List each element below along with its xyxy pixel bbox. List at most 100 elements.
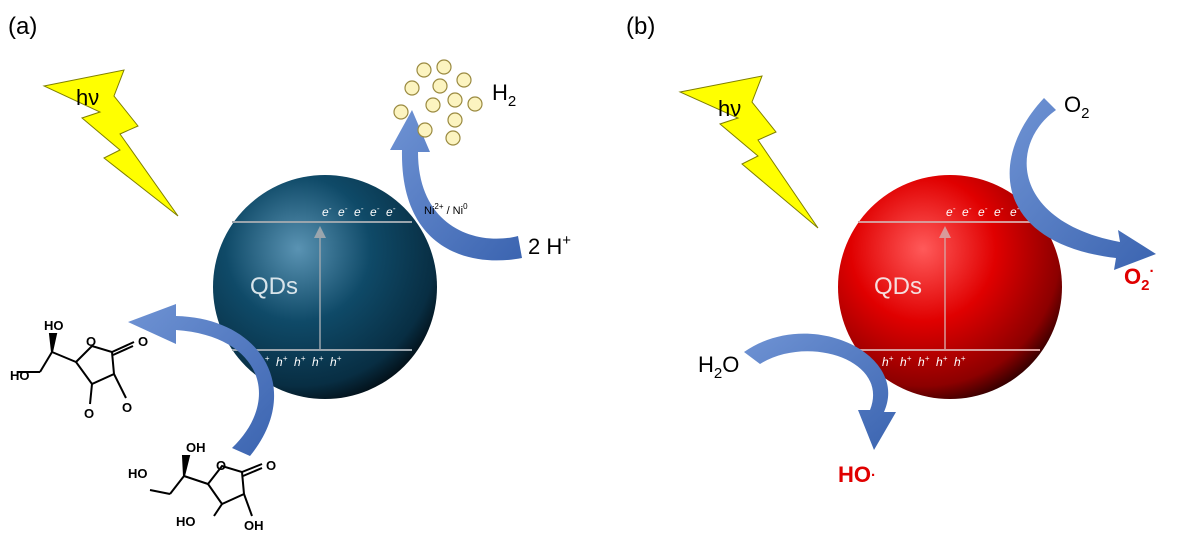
hole: h [918, 355, 925, 369]
electron-charge: - [345, 204, 348, 213]
hole-charge: + [283, 354, 288, 363]
electron-charge: - [393, 204, 396, 213]
reactant-oxygen-label: O2 [1064, 92, 1089, 122]
svg-text:h+: h+ [312, 354, 324, 369]
svg-text:h+: h+ [882, 354, 894, 369]
svg-text:h+: h+ [900, 354, 912, 369]
molecule-atom-label: O [86, 334, 96, 349]
molecule-atom-label: OH [186, 440, 206, 455]
molecule-atom-label: O [266, 458, 276, 473]
light-label: hν [76, 85, 99, 110]
hole-charge: + [301, 354, 306, 363]
reactant-proton-label: 2 H+ [528, 232, 571, 259]
electron-charge: - [969, 204, 972, 213]
hole-charge: + [265, 354, 270, 363]
hole-charge: + [925, 354, 930, 363]
svg-text:h+: h+ [330, 354, 342, 369]
electron: e [370, 205, 377, 219]
lightning-bolt-icon [42, 69, 179, 217]
electron-charge: - [329, 204, 332, 213]
molecule-atom-label: O [122, 400, 132, 415]
svg-text:e-: e- [322, 204, 332, 219]
quantum-dot-sphere [213, 175, 437, 399]
electron-charge: - [1017, 204, 1020, 213]
product-hydroxyl-radical-label: HO· [838, 462, 876, 487]
hole: h [882, 355, 889, 369]
molecule-atom-label: HO [128, 466, 148, 481]
hole: h [294, 355, 301, 369]
svg-text:e-: e- [962, 204, 972, 219]
svg-text:e-: e- [338, 204, 348, 219]
electron-charge: - [985, 204, 988, 213]
svg-text:h+: h+ [918, 354, 930, 369]
hole-charge: + [337, 354, 342, 363]
excitation-arrow-head [314, 226, 326, 238]
hole-charge: + [907, 354, 912, 363]
svg-text:h+: h+ [294, 354, 306, 369]
molecule-atom-label: O [138, 334, 148, 349]
electron: e [978, 205, 985, 219]
svg-text:h+: h+ [954, 354, 966, 369]
hole-charge: + [889, 354, 894, 363]
quantum-dot-sphere [838, 175, 1062, 399]
hole: h [900, 355, 907, 369]
hole: h [330, 355, 337, 369]
particle-label: QDs [250, 273, 298, 300]
hole: h [936, 355, 943, 369]
panel-b-label: (b) [626, 13, 655, 40]
electron-charge: - [953, 204, 956, 213]
molecule-atom-label: HO [44, 318, 64, 333]
svg-text:e-: e- [386, 204, 396, 219]
dehydroascorbic-acid-structure [18, 333, 135, 405]
reactant-water-label: H2O [698, 352, 739, 382]
molecule-atom-label: O [216, 458, 226, 473]
svg-text:e-: e- [978, 204, 988, 219]
panel-a: (a) hν QDs e- e- e- e- e- h+ h+ h+ h+ h+ [8, 13, 571, 533]
electron: e [1010, 205, 1017, 219]
hole-charge: + [961, 354, 966, 363]
hole: h [276, 355, 283, 369]
molecule-atom-label: OH [244, 518, 264, 533]
svg-text:e-: e- [1010, 204, 1020, 219]
electron: e [994, 205, 1001, 219]
electron-charge: - [361, 204, 364, 213]
hole: h [312, 355, 319, 369]
svg-text:e-: e- [370, 204, 380, 219]
molecule-atom-label: HO [10, 368, 30, 383]
svg-text:h+: h+ [276, 354, 288, 369]
light-label: hν [718, 96, 741, 121]
molecule-atom-label: O [84, 406, 94, 421]
svg-text:h+: h+ [936, 354, 948, 369]
holes-row: h+ h+ h+ h+ h+ [882, 354, 966, 369]
electron: e [386, 205, 393, 219]
ascorbic-acid-structure [149, 455, 263, 517]
electron: e [322, 205, 329, 219]
hydrogen-bubbles-icon [393, 59, 483, 146]
reduction-arrow [1009, 98, 1156, 270]
electron: e [354, 205, 361, 219]
electrons-row: e- e- e- e- e- [946, 204, 1020, 219]
electron: e [338, 205, 345, 219]
panel-b: (b) hν QDs e- e- e- e- e- h+ h+ h+ h+ h+… [626, 13, 1156, 487]
hole-charge: + [943, 354, 948, 363]
electron-charge: - [1001, 204, 1004, 213]
svg-text:e-: e- [946, 204, 956, 219]
oxidation-arrow [744, 333, 896, 450]
reduction-arrow [390, 110, 522, 261]
electron-charge: - [377, 204, 380, 213]
oxidation-arrow [128, 304, 275, 456]
electron: e [962, 205, 969, 219]
svg-text:e-: e- [354, 204, 364, 219]
product-h2-label: H2 [492, 80, 516, 110]
hole: h [954, 355, 961, 369]
electron: e [946, 205, 953, 219]
panel-a-label: (a) [8, 13, 37, 40]
lightning-bolt-icon [678, 75, 819, 229]
molecule-atom-label: HO [176, 514, 196, 529]
particle-label: QDs [874, 273, 922, 300]
hole-charge: + [319, 354, 324, 363]
excitation-arrow-head [939, 226, 951, 238]
electrons-row: e- e- e- e- e- [322, 204, 396, 219]
svg-text:e-: e- [994, 204, 1004, 219]
